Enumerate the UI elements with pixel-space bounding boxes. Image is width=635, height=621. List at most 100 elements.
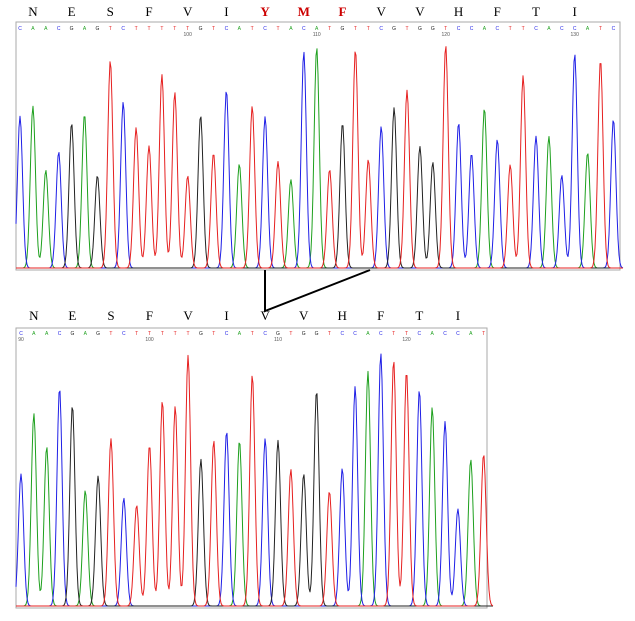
base-call-C: C bbox=[302, 26, 306, 32]
base-call-T: T bbox=[367, 26, 370, 32]
base-call-G: G bbox=[199, 26, 203, 32]
amino-acid-S: S bbox=[107, 4, 114, 19]
base-call-A: A bbox=[483, 26, 487, 32]
amino-acid-V: V bbox=[299, 308, 309, 323]
base-call-C: C bbox=[457, 26, 461, 32]
amino-acid-I: I bbox=[224, 308, 228, 323]
base-call-G: G bbox=[431, 26, 435, 32]
base-call-C: C bbox=[560, 26, 564, 32]
base-call-T: T bbox=[405, 26, 408, 32]
trace-G bbox=[16, 393, 493, 607]
base-call-A: A bbox=[431, 331, 435, 337]
base-call-T: T bbox=[212, 331, 215, 337]
position-label: 110 bbox=[274, 337, 282, 343]
base-call-T: T bbox=[251, 26, 254, 32]
base-call-C: C bbox=[58, 331, 62, 337]
base-call-A: A bbox=[547, 26, 551, 32]
base-call-T: T bbox=[109, 26, 112, 32]
base-call-T: T bbox=[599, 26, 602, 32]
base-call-C: C bbox=[379, 331, 383, 337]
amino-acid-V: V bbox=[183, 308, 193, 323]
base-call-C: C bbox=[263, 26, 267, 32]
base-call-A: A bbox=[469, 331, 473, 337]
base-call-C: C bbox=[470, 26, 474, 32]
amino-acid-E: E bbox=[68, 4, 76, 19]
base-call-C: C bbox=[456, 331, 460, 337]
base-call-C: C bbox=[612, 26, 616, 32]
base-call-T: T bbox=[328, 331, 331, 337]
chromatogram-panel-top: N E S F V I Y M F V V H F T I C A A C G A G T C T T T T T G T C A T C T A C A… bbox=[15, 4, 624, 271]
base-call-T: T bbox=[186, 26, 189, 32]
base-call-C: C bbox=[121, 26, 125, 32]
base-call-C: C bbox=[379, 26, 383, 32]
base-call-A: A bbox=[84, 331, 88, 337]
amino-acid-F: F bbox=[339, 4, 347, 19]
base-call-T: T bbox=[212, 26, 215, 32]
panel-bottom-frame bbox=[15, 327, 488, 609]
base-call-T: T bbox=[392, 331, 395, 337]
amino-acid-F: F bbox=[494, 4, 501, 19]
amino-acid-N: N bbox=[28, 4, 38, 19]
amino-acid-F: F bbox=[145, 4, 152, 19]
amino-acid-N: N bbox=[29, 308, 39, 323]
base-call-C: C bbox=[340, 331, 344, 337]
base-call-G: G bbox=[96, 331, 100, 337]
panel-top-frame bbox=[15, 21, 621, 271]
base-call-T: T bbox=[174, 331, 177, 337]
chromatogram-panel-bottom: N E S F V I V V H F T I C A A C G A G T C T T T T T G T C A T C G T G G T C C… bbox=[15, 308, 494, 609]
amino-acid-Y: Y bbox=[260, 4, 270, 19]
position-label: 120 bbox=[442, 32, 451, 38]
base-call-A: A bbox=[44, 26, 48, 32]
base-call-C: C bbox=[19, 331, 23, 337]
amino-acid-H: H bbox=[454, 4, 463, 19]
amino-acid-M: M bbox=[298, 4, 310, 19]
base-call-G: G bbox=[70, 331, 74, 337]
base-call-G: G bbox=[199, 331, 203, 337]
position-label: 120 bbox=[402, 337, 411, 343]
base-call-C: C bbox=[18, 26, 22, 32]
position-label: 100 bbox=[184, 32, 193, 38]
base-call-A: A bbox=[289, 26, 293, 32]
base-call-T: T bbox=[509, 26, 512, 32]
base-call-A: A bbox=[32, 331, 36, 337]
base-call-T: T bbox=[109, 331, 112, 337]
trace-T bbox=[16, 46, 623, 269]
base-call-T: T bbox=[328, 26, 331, 32]
position-label: 110 bbox=[313, 32, 321, 38]
base-call-G: G bbox=[418, 26, 422, 32]
base-call-T: T bbox=[147, 26, 150, 32]
traces-bottom bbox=[15, 353, 494, 607]
base-call-T: T bbox=[173, 26, 176, 32]
base-call-T: T bbox=[161, 331, 164, 337]
trace-T bbox=[16, 354, 494, 607]
amino-acid-T: T bbox=[532, 4, 540, 19]
base-call-A: A bbox=[238, 331, 242, 337]
amino-acid-F: F bbox=[146, 308, 153, 323]
base-call-T: T bbox=[135, 26, 138, 32]
amino-acid-T: T bbox=[415, 308, 423, 323]
position-labels-bottom: 90 100 110 120 bbox=[18, 337, 411, 343]
amino-acid-V: V bbox=[377, 4, 387, 19]
base-call-T: T bbox=[405, 331, 408, 337]
base-call-C: C bbox=[573, 26, 577, 32]
base-call-G: G bbox=[302, 331, 306, 337]
amino-acid-V: V bbox=[415, 4, 425, 19]
base-call-T: T bbox=[148, 331, 151, 337]
position-label: 100 bbox=[145, 337, 154, 343]
base-call-T: T bbox=[135, 331, 138, 337]
base-call-C: C bbox=[443, 331, 447, 337]
base-call-G: G bbox=[392, 26, 396, 32]
base-call-A: A bbox=[586, 26, 590, 32]
amino-acid-V: V bbox=[183, 4, 193, 19]
amino-acid-V: V bbox=[260, 308, 270, 323]
base-call-G: G bbox=[70, 26, 74, 32]
base-call-T: T bbox=[522, 26, 525, 32]
base-call-A: A bbox=[45, 331, 49, 337]
amino-acid-F: F bbox=[377, 308, 384, 323]
deletion-connector bbox=[264, 269, 371, 313]
